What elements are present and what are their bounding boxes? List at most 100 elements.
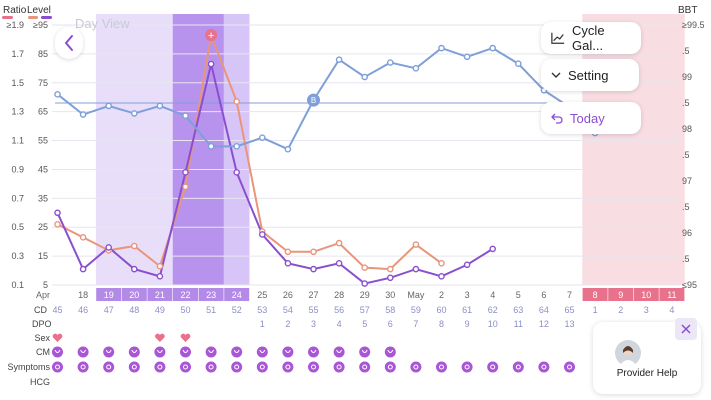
lh-line bbox=[57, 31, 443, 271]
pdg-point bbox=[207, 60, 215, 68]
series-lines bbox=[56, 31, 596, 285]
pdg-point bbox=[105, 244, 112, 251]
period-day-pill bbox=[608, 288, 634, 301]
lh-point bbox=[284, 248, 292, 256]
day-pill bbox=[96, 288, 122, 301]
symptom-glyph bbox=[80, 364, 86, 370]
symptom-icon bbox=[180, 361, 191, 373]
dpo-value: 11 bbox=[514, 319, 523, 329]
symptom-icon bbox=[410, 361, 422, 373]
bbt-point bbox=[412, 65, 420, 72]
symptom-icon bbox=[77, 361, 89, 373]
today-button[interactable]: Today bbox=[541, 102, 641, 134]
level-tick: 15 bbox=[38, 251, 48, 261]
bbt-tick: 98 bbox=[682, 124, 692, 134]
symptom-glyph bbox=[106, 364, 112, 370]
cd-value: 46 bbox=[78, 305, 88, 315]
month-label: Apr bbox=[36, 290, 50, 300]
cd-value: 64 bbox=[539, 305, 549, 315]
row-label: HCG bbox=[30, 377, 50, 387]
symptom-icon bbox=[103, 361, 115, 373]
dpo-value: 1 bbox=[260, 319, 265, 329]
pdg-point bbox=[79, 265, 87, 273]
bbt-point bbox=[79, 111, 87, 118]
symptom-glyph bbox=[567, 364, 572, 370]
bbt-tick: .5 bbox=[682, 46, 690, 56]
bbt-tick: 97 bbox=[682, 176, 692, 186]
ratio-tick: 0.9 bbox=[11, 164, 24, 174]
pdg-point bbox=[310, 265, 317, 273]
pdg-point bbox=[54, 209, 61, 217]
dpo-value: 3 bbox=[311, 319, 316, 329]
view-label: Day View bbox=[75, 16, 130, 31]
day-label: 3 bbox=[465, 290, 470, 300]
symptom-icon bbox=[256, 361, 268, 373]
cd-value: 47 bbox=[104, 305, 114, 315]
day-label: 9 bbox=[618, 290, 623, 300]
pdg-point bbox=[463, 261, 471, 269]
bbt-point bbox=[438, 44, 445, 52]
ratio-legend-swatch bbox=[2, 16, 13, 19]
symptom-icon bbox=[384, 361, 396, 373]
cd-value: 55 bbox=[308, 305, 318, 315]
bbt-point bbox=[207, 143, 215, 150]
cycle-gallery-button[interactable]: Cycle Gal... bbox=[541, 22, 641, 54]
level-tick: 75 bbox=[38, 78, 48, 88]
symptom-icon bbox=[538, 361, 550, 373]
ratio-tick: ≥1.9 bbox=[7, 20, 24, 30]
close-icon bbox=[681, 324, 691, 334]
setting-label: Setting bbox=[568, 67, 609, 83]
symptom-glyph bbox=[234, 364, 240, 370]
cervical-mucus-glyph bbox=[310, 349, 317, 353]
setting-button[interactable]: Setting bbox=[541, 59, 639, 91]
day-label: 26 bbox=[283, 290, 293, 300]
pdg-point bbox=[438, 273, 445, 280]
bbt-point bbox=[258, 134, 266, 141]
lh-point bbox=[386, 265, 394, 273]
day-label: 22 bbox=[180, 290, 190, 300]
back-button[interactable] bbox=[55, 27, 83, 59]
heart-icon bbox=[155, 333, 165, 342]
cervical-mucus-glyph bbox=[387, 349, 394, 353]
bbt-tick: ≤95 bbox=[682, 280, 697, 290]
symptom-glyph bbox=[131, 364, 137, 370]
lh-point bbox=[54, 221, 61, 228]
symptom-icon bbox=[564, 361, 575, 373]
day-label: 27 bbox=[308, 290, 318, 300]
ratio-tick: 1.5 bbox=[11, 78, 24, 88]
cervical-mucus-glyph bbox=[182, 349, 189, 353]
close-button[interactable] bbox=[675, 318, 697, 340]
level-axis-title: Level bbox=[27, 5, 51, 16]
pdg-line bbox=[56, 63, 494, 285]
pdg-point bbox=[386, 274, 394, 282]
pdg-point bbox=[182, 169, 189, 176]
cd-value: 1 bbox=[593, 305, 598, 315]
fertile-window-band bbox=[95, 14, 173, 285]
lh-point bbox=[79, 234, 87, 241]
dpo-value: 12 bbox=[539, 319, 549, 329]
line-chart-icon bbox=[551, 32, 565, 44]
date-row: Apr 18 19 20 21 22 23 24 25 26 27 28 29 30 May 2 3 4 5 6 7 8 9… bbox=[36, 288, 685, 301]
bbt-point bbox=[335, 56, 343, 63]
bbt-point bbox=[515, 60, 522, 68]
cervical-mucus-glyph bbox=[54, 349, 61, 353]
symptom-glyph bbox=[55, 364, 60, 370]
day-label: 2 bbox=[439, 290, 444, 300]
ovulation-band bbox=[172, 14, 224, 285]
bbt-point bbox=[463, 53, 471, 61]
ratio-axis-title: Ratio bbox=[3, 5, 27, 16]
bbt-tick: .5 bbox=[682, 202, 690, 212]
cervical-mucus-glyph bbox=[131, 349, 138, 353]
symptom-icon bbox=[436, 361, 447, 373]
cd-value: 60 bbox=[436, 305, 446, 315]
cervical-mucus-glyph bbox=[284, 349, 291, 353]
day-label: 11 bbox=[667, 290, 676, 300]
symptom-icon bbox=[308, 361, 319, 373]
pdg-point bbox=[335, 260, 343, 267]
period-day-pill bbox=[582, 288, 608, 301]
ratio-tick: 0.7 bbox=[11, 193, 24, 203]
ratio-tick: 0.5 bbox=[11, 222, 24, 232]
provider-help-card[interactable]: Provider Help bbox=[593, 318, 701, 394]
lh-point bbox=[182, 183, 189, 191]
symptom-glyph bbox=[464, 364, 470, 370]
